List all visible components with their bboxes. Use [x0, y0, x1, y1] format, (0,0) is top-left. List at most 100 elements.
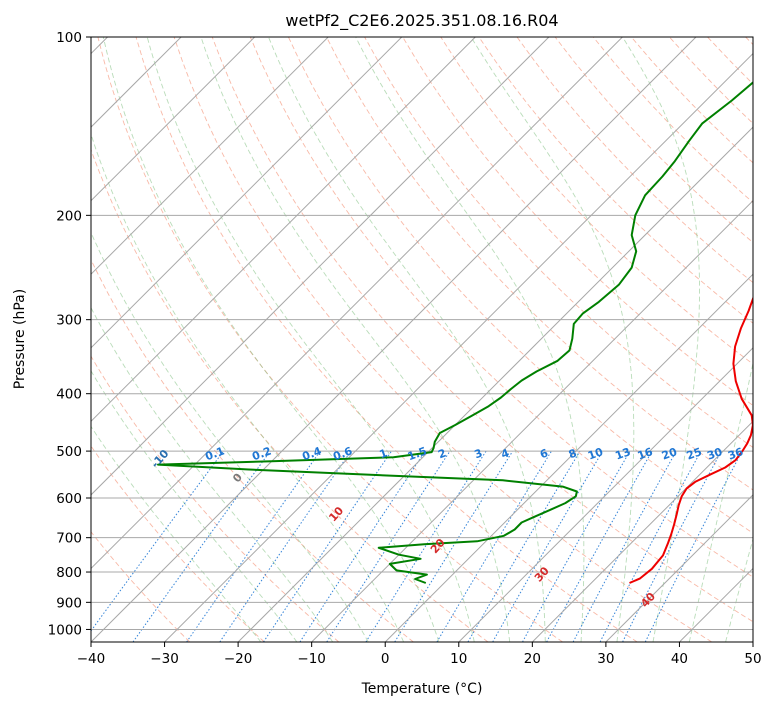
mixing-ratio-label: 0.6 — [331, 444, 354, 463]
dry-adiabat — [211, 37, 753, 623]
mixing-ratio-label: 13 — [613, 445, 632, 462]
moist-adiabat — [622, 37, 700, 642]
dry-adiabat — [97, 37, 563, 642]
x-tick-label: −30 — [150, 651, 179, 667]
isotherm — [311, 199, 753, 642]
y-axis: 100 200 300 400 500 600 700 800 900 1000 — [48, 30, 91, 638]
mixing-ratio-label: 0.2 — [250, 444, 273, 463]
mixing-ratio-line — [365, 450, 487, 642]
y-tick-label: 700 — [56, 531, 82, 547]
x-tick-label: −20 — [224, 651, 253, 667]
x-tick-label: 50 — [744, 651, 761, 667]
isotherm — [91, 37, 256, 202]
isotherm — [679, 567, 753, 642]
isotherm — [605, 494, 753, 642]
isotherm — [91, 37, 329, 275]
mixing-ratio-label: 10 — [586, 445, 605, 463]
moist-adiabat — [91, 425, 262, 642]
mixing-ratio-line — [326, 450, 451, 642]
moist-adiabat — [355, 37, 585, 642]
isotherm — [237, 126, 753, 642]
x-tick-label: 0 — [381, 651, 390, 667]
mixing-ratio-line — [546, 450, 653, 642]
moist-adiabat — [91, 306, 334, 642]
moist-adiabat — [470, 37, 635, 642]
moist-adiabat — [762, 37, 775, 642]
x-tick-label: −10 — [297, 651, 326, 667]
isotherm — [91, 37, 403, 349]
isotherm — [91, 37, 550, 496]
mixing-ratio-label: 30 — [705, 445, 724, 463]
chart-title: wetPf2_C2E6.2025.351.08.16.R04 — [285, 11, 558, 31]
mixing-ratio-label: 6 — [538, 446, 550, 461]
mixing-ratio-line — [186, 450, 321, 642]
dry-adiabat — [402, 37, 753, 407]
mixing-ratio-line — [622, 450, 722, 642]
mixing-ratio-label: 4 — [499, 446, 511, 461]
y-tick-label: 100 — [56, 30, 82, 46]
dry-adiabat-label: 30 — [532, 564, 552, 584]
mixing-ratio-lines — [91, 450, 743, 642]
dry-adiabat — [669, 37, 753, 125]
mixing-ratio-label: 25 — [685, 445, 704, 462]
x-tick-label: −40 — [77, 651, 106, 667]
series — [157, 81, 753, 584]
mixing-ratio-label: 36 — [726, 445, 745, 463]
dry-adiabat — [364, 37, 753, 448]
dry-adiabat — [91, 445, 265, 642]
dewpoint-line — [157, 81, 753, 584]
y-tick-label: 200 — [56, 208, 82, 224]
dry-adiabat-label: -20 — [56, 400, 79, 424]
dry-adiabat — [91, 258, 414, 642]
dry-adiabat — [745, 37, 753, 46]
moist-adiabat — [91, 132, 405, 642]
isotherm — [91, 37, 476, 423]
isotherm — [91, 37, 697, 642]
x-tick-label: 20 — [524, 651, 541, 667]
isotherm — [458, 347, 753, 642]
dry-adiabat — [516, 37, 753, 284]
plot-frame — [90, 36, 754, 643]
mixing-ratio-label: 20 — [660, 445, 679, 463]
mixing-ratio-line — [644, 450, 743, 642]
plot-area: 0.10.20.40.611.52346810131620253036-100-… — [56, 37, 775, 642]
mixing-ratio-label: 0.1 — [203, 444, 226, 463]
mixing-ratio-line — [219, 450, 352, 642]
dry-adiabat-label: -10 — [149, 447, 172, 471]
mixing-ratio-line — [263, 450, 392, 642]
mixing-ratio-label: 2 — [436, 446, 448, 461]
dry-adiabat — [91, 355, 340, 642]
mixing-ratio-label: 1.5 — [406, 444, 429, 463]
moist-adiabat — [725, 537, 753, 642]
y-axis-title: Pressure (hPa) — [12, 289, 28, 389]
y-tick-label: 900 — [56, 595, 82, 611]
temperature-line — [629, 295, 753, 584]
y-tick-label: 400 — [56, 387, 82, 403]
mixing-ratio-line — [522, 450, 631, 642]
grid — [91, 37, 753, 642]
moist-adiabat — [91, 231, 369, 642]
mixing-ratio-line — [394, 450, 514, 642]
y-tick-label: 800 — [56, 565, 82, 581]
dry-adiabat — [707, 37, 753, 85]
moist-adiabats — [91, 37, 775, 642]
mixing-ratio-label: 8 — [567, 446, 579, 461]
x-tick-label: 30 — [597, 651, 614, 667]
mixing-ratio-label: 1 — [378, 446, 390, 461]
dry-adiabat-label: 20 — [428, 536, 448, 556]
mixing-ratio-line — [91, 450, 224, 632]
dry-adiabat — [478, 37, 753, 324]
mixing-ratio-label: 3 — [473, 446, 485, 461]
isotherm — [531, 420, 753, 642]
dry-adiabat — [91, 531, 191, 642]
mixing-ratio-line — [572, 450, 677, 642]
isotherm — [384, 273, 753, 642]
mixing-ratio-label: 16 — [636, 445, 655, 463]
isotherm — [164, 52, 753, 642]
y-tick-label: 600 — [56, 491, 82, 507]
x-tick-label: 10 — [450, 651, 467, 667]
x-axis: −40 −30 −20 −10 0 10 20 30 40 50 — [77, 642, 762, 667]
y-tick-label: 300 — [56, 313, 82, 329]
mixing-ratio-line — [299, 450, 426, 642]
